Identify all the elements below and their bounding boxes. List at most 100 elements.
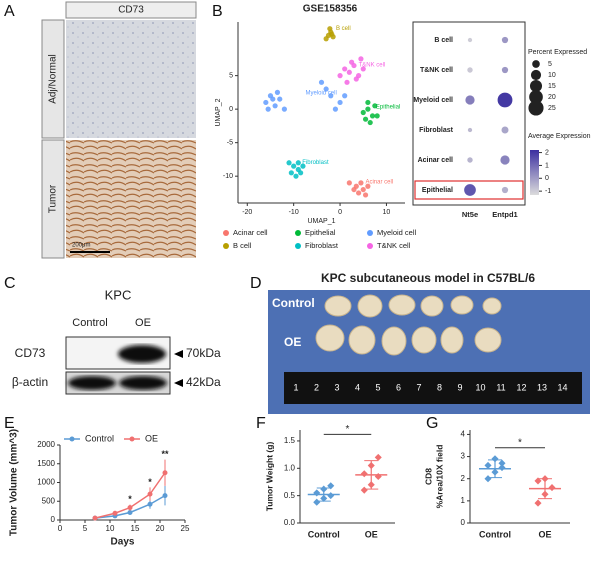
color-tick-label: 0 [545,175,549,182]
ruler-number: 11 [496,382,505,392]
row-label: Adj/Normal [48,54,59,103]
micrograph [66,20,196,138]
panel-label: D [250,275,262,292]
gene-label: Entpd1 [492,210,517,219]
cluster-label: Acinar cell [365,180,393,186]
umap-point [369,113,376,119]
x-tick-label: OE [538,529,551,539]
row-label: B cell [434,37,453,44]
umap-point [272,103,278,109]
umap-point [367,119,373,126]
umap-point [374,113,380,119]
band [118,345,166,363]
ruler-number: 10 [475,382,485,392]
umap-point [346,180,352,186]
ruler-number: 12 [516,382,526,392]
umap-point [318,79,325,85]
point [484,461,492,469]
color-tick-label: 1 [545,162,549,169]
y-tick-label: -10 [223,173,233,180]
y-tick-label: 500 [42,496,56,505]
umap-point [291,163,297,169]
legend-label: Acinar cell [233,228,268,237]
umap-point [327,26,333,32]
dot [501,36,509,44]
panel-label: E [4,415,15,432]
panel-title: GSE158356 [303,4,358,15]
umap-point [300,163,306,169]
x-tick-label: 20 [156,524,165,533]
dot [501,126,509,134]
panel-label: C [4,275,16,292]
row-label: Fibroblast [419,127,454,134]
umap-point [298,170,304,176]
umap-point [263,99,269,106]
y-axis-title: UMAP_2 [215,98,222,126]
ruler-number: 13 [537,382,547,392]
ruler-number: 2 [314,382,319,392]
panel-c: KPC Control OE CD73 β-actin 70kDa 42kDa [12,287,221,395]
cluster-label: B cell [336,26,351,32]
point [162,493,168,499]
y-tick-label: 1 [461,496,466,505]
umap-point [360,109,366,116]
dot [500,155,510,165]
umap-point [328,93,334,99]
size-label: 70kDa [186,346,221,360]
point [491,455,499,463]
y-axis-title: Tumor Volume (mm^3) [9,429,20,536]
significance: * [148,477,152,487]
umap-point [356,190,362,196]
size-label: 42kDa [186,375,221,389]
header: CD73 [118,5,144,16]
row-label: Tumor [48,184,59,213]
size-key [530,69,542,81]
umap-point [286,160,292,166]
umap-point [365,183,371,189]
umap-point [372,103,378,109]
dot [467,37,473,43]
umap-point [270,96,276,102]
ruler-number: 8 [437,382,442,392]
umap-point [358,56,364,62]
significance: * [518,437,522,448]
point [92,515,98,521]
lane-label: OE [135,317,151,329]
row-label: Myeloid cell [413,97,453,104]
point [534,499,542,507]
cluster-label: Epithelial [376,104,400,110]
umap-point [358,180,364,186]
x-tick-label: 0 [338,209,342,216]
x-axis-title: UMAP_1 [307,218,335,225]
x-tick-label: 25 [181,524,190,533]
y-tick-label: 3 [461,452,466,461]
y-tick-label: 1000 [37,478,55,487]
dot [497,92,513,108]
ruler-number: 14 [557,382,567,392]
legend-marker [223,230,229,236]
panel-d: KPC subcutaneous model in C57BL/6 Contro… [268,271,590,414]
tumors [315,294,502,356]
dot [464,184,476,196]
point [147,501,153,507]
x-tick-label: 10 [106,524,115,533]
point [484,475,492,483]
umap-point [342,66,348,72]
point [360,486,368,494]
size-key-label: 15 [548,83,556,90]
umap-point [295,160,301,166]
umap-point [323,86,329,92]
point [112,510,118,516]
header-box [65,1,197,19]
scale-label: 200μm [72,243,90,249]
legend-label: B cell [233,241,252,250]
umap-point [360,66,366,72]
point [147,491,153,497]
legend-title: Average Expression [528,133,591,140]
blot-label: β-actin [12,375,48,389]
point [374,453,382,461]
x-tick-label: OE [365,529,378,539]
micrograph [66,140,196,258]
umap-point [337,99,343,106]
umap-point [288,170,294,176]
